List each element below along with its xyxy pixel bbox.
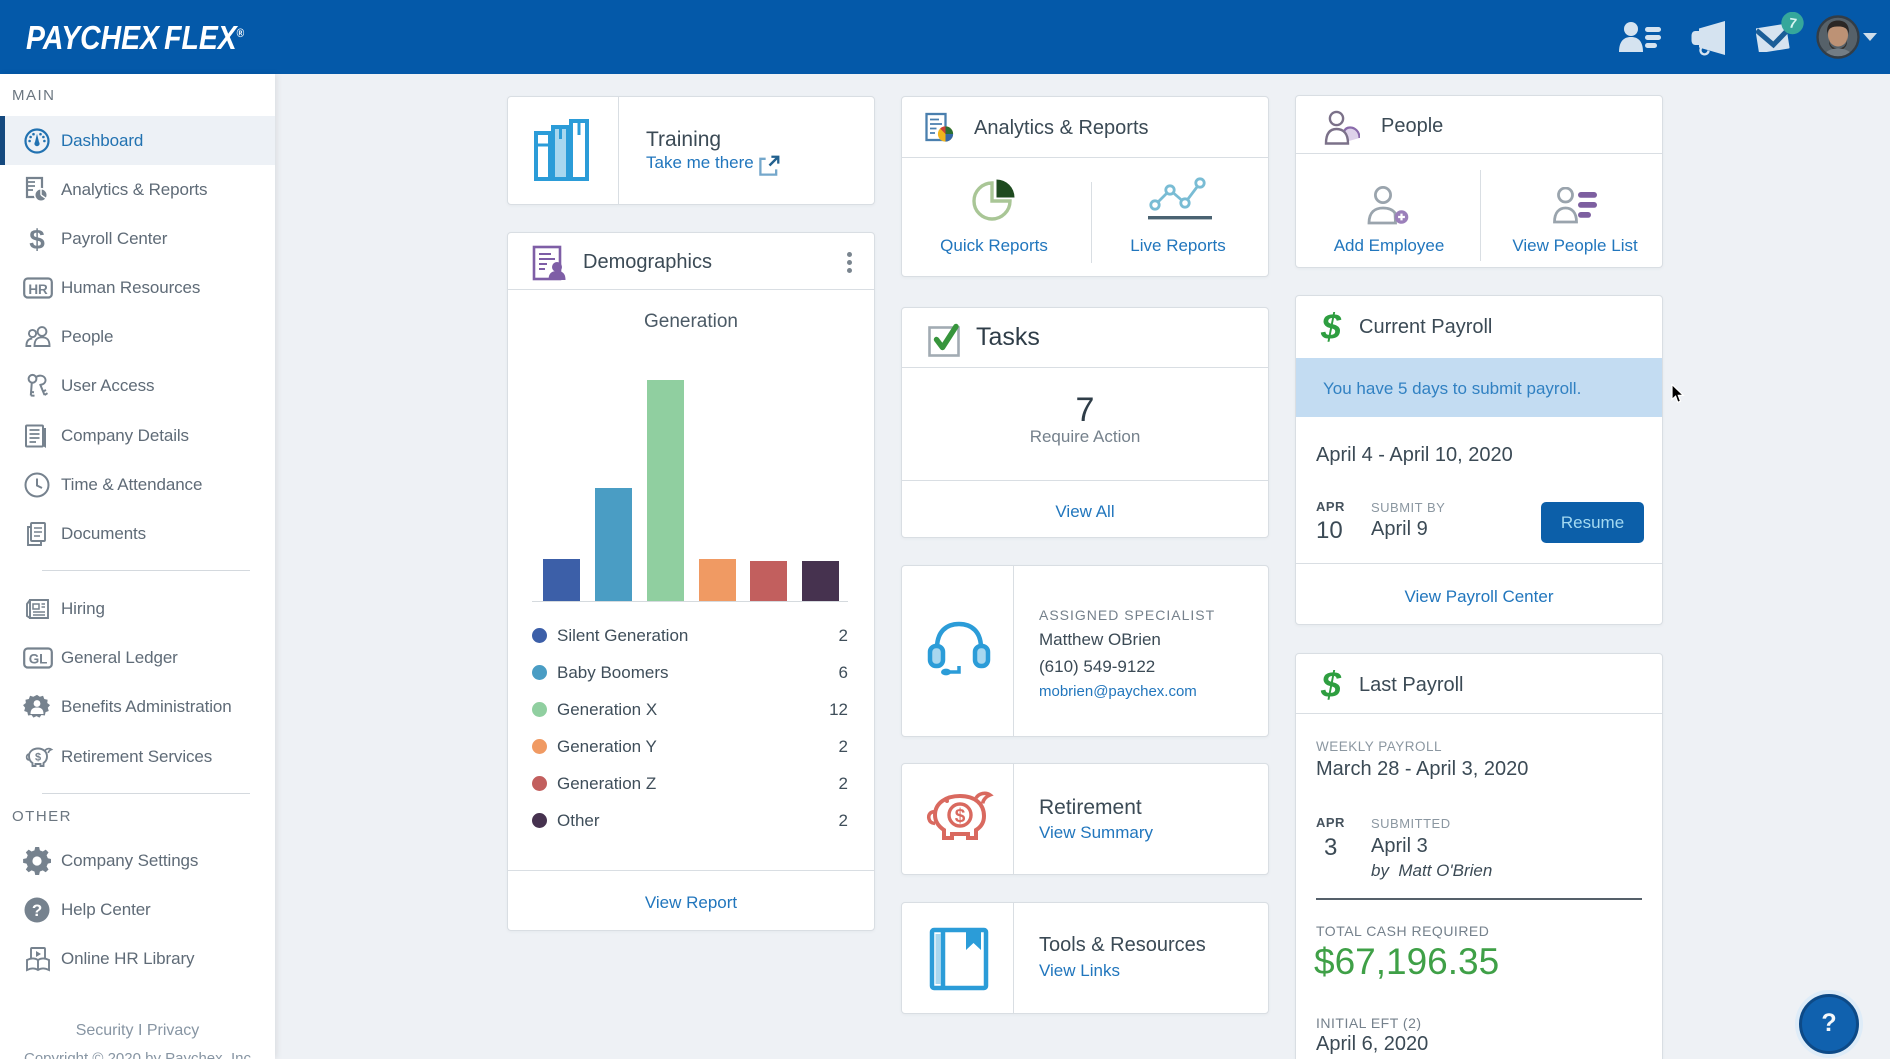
svg-text:7: 7 [1788,15,1798,32]
svg-text:GL: GL [29,651,48,666]
svg-text:$: $ [955,806,966,827]
svg-text:$: $ [29,225,45,253]
svg-text:$: $ [35,751,41,763]
svg-text:?: ? [32,901,42,920]
svg-text:HR: HR [28,282,48,297]
